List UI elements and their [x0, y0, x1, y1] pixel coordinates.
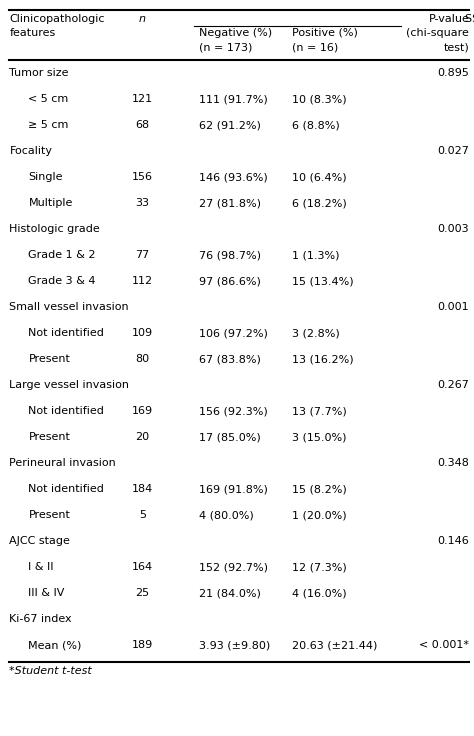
Text: 20: 20: [135, 432, 149, 442]
Text: 6 (18.2%): 6 (18.2%): [292, 198, 346, 208]
Text: Mean (%): Mean (%): [28, 640, 82, 650]
Text: 3 (2.8%): 3 (2.8%): [292, 328, 339, 339]
Text: 152 (92.7%): 152 (92.7%): [199, 562, 268, 572]
Text: Multiple: Multiple: [28, 198, 73, 208]
Text: Grade 1 & 2: Grade 1 & 2: [28, 250, 96, 261]
Text: I & II: I & II: [28, 562, 54, 572]
Text: 6 (8.8%): 6 (8.8%): [292, 120, 339, 130]
Text: Perineural invasion: Perineural invasion: [9, 459, 116, 468]
Text: III & IV: III & IV: [28, 588, 65, 598]
Text: 10 (8.3%): 10 (8.3%): [292, 94, 346, 105]
Text: 0.348: 0.348: [438, 459, 469, 468]
Text: Present: Present: [28, 432, 70, 442]
Text: 4 (16.0%): 4 (16.0%): [292, 588, 346, 598]
Text: 1 (1.3%): 1 (1.3%): [292, 250, 339, 261]
Text: 0.003: 0.003: [438, 224, 469, 234]
Text: AJCC stage: AJCC stage: [9, 537, 70, 546]
Text: 0.001: 0.001: [438, 302, 469, 312]
Text: 77: 77: [135, 250, 149, 261]
Text: Present: Present: [28, 354, 70, 364]
Text: 146 (93.6%): 146 (93.6%): [199, 172, 268, 183]
Text: < 0.001*: < 0.001*: [419, 640, 469, 650]
Text: Negative (%): Negative (%): [199, 27, 272, 38]
Text: Small vessel invasion: Small vessel invasion: [9, 302, 129, 312]
Text: Tumor size: Tumor size: [9, 68, 69, 78]
Text: 10 (6.4%): 10 (6.4%): [292, 172, 346, 183]
Text: 13 (16.2%): 13 (16.2%): [292, 354, 353, 364]
Text: 121: 121: [132, 94, 153, 105]
Text: 189: 189: [132, 640, 153, 650]
Text: 15 (13.4%): 15 (13.4%): [292, 276, 353, 286]
Text: *Student t-test: *Student t-test: [9, 665, 92, 676]
Text: 0.027: 0.027: [438, 146, 469, 156]
Text: Not identified: Not identified: [28, 406, 104, 416]
Text: ≥ 5 cm: ≥ 5 cm: [28, 120, 69, 130]
Text: Focality: Focality: [9, 146, 53, 156]
Text: 27 (81.8%): 27 (81.8%): [199, 198, 261, 208]
Text: 112: 112: [132, 276, 153, 286]
Text: Present: Present: [28, 510, 70, 520]
Text: 21 (84.0%): 21 (84.0%): [199, 588, 261, 598]
Text: 184: 184: [132, 484, 153, 494]
Text: 20.63 (±21.44): 20.63 (±21.44): [292, 640, 377, 650]
Text: 76 (98.7%): 76 (98.7%): [199, 250, 261, 261]
Text: 4 (80.0%): 4 (80.0%): [199, 510, 254, 520]
Text: 33: 33: [135, 198, 149, 208]
Text: 156: 156: [132, 172, 153, 183]
Text: Not identified: Not identified: [28, 484, 104, 494]
Text: Clinicopathologic: Clinicopathologic: [9, 14, 105, 24]
Text: 25: 25: [135, 588, 149, 598]
Text: n: n: [139, 14, 146, 24]
Text: 3.93 (±9.80): 3.93 (±9.80): [199, 640, 270, 650]
Text: 111 (91.7%): 111 (91.7%): [199, 94, 268, 105]
Text: Not identified: Not identified: [28, 328, 104, 339]
Text: 12 (7.3%): 12 (7.3%): [292, 562, 346, 572]
Text: 68: 68: [135, 120, 149, 130]
Text: 156 (92.3%): 156 (92.3%): [199, 406, 268, 416]
Text: 5: 5: [139, 510, 146, 520]
Text: Positive (%): Positive (%): [292, 27, 357, 38]
Text: (n = 16): (n = 16): [292, 42, 338, 52]
Text: SSBP2 expression: SSBP2 expression: [465, 14, 474, 24]
Text: 97 (86.6%): 97 (86.6%): [199, 276, 261, 286]
Text: 62 (91.2%): 62 (91.2%): [199, 120, 261, 130]
Text: (chi-square: (chi-square: [406, 27, 469, 38]
Text: 164: 164: [132, 562, 153, 572]
Text: 106 (97.2%): 106 (97.2%): [199, 328, 268, 339]
Text: Single: Single: [28, 172, 63, 183]
Text: test): test): [444, 42, 469, 52]
Text: Histologic grade: Histologic grade: [9, 224, 100, 234]
Text: 109: 109: [132, 328, 153, 339]
Text: 13 (7.7%): 13 (7.7%): [292, 406, 346, 416]
Text: Ki-67 index: Ki-67 index: [9, 615, 72, 624]
Text: (n = 173): (n = 173): [199, 42, 253, 52]
Text: 17 (85.0%): 17 (85.0%): [199, 432, 261, 442]
Text: < 5 cm: < 5 cm: [28, 94, 69, 105]
Text: 80: 80: [135, 354, 149, 364]
Text: features: features: [9, 27, 56, 38]
Text: 0.146: 0.146: [438, 537, 469, 546]
Text: Grade 3 & 4: Grade 3 & 4: [28, 276, 96, 286]
Text: 67 (83.8%): 67 (83.8%): [199, 354, 261, 364]
Text: 1 (20.0%): 1 (20.0%): [292, 510, 346, 520]
Text: 169: 169: [132, 406, 153, 416]
Text: 15 (8.2%): 15 (8.2%): [292, 484, 346, 494]
Text: 3 (15.0%): 3 (15.0%): [292, 432, 346, 442]
Text: Large vessel invasion: Large vessel invasion: [9, 381, 129, 390]
Text: P-value: P-value: [428, 14, 469, 24]
Text: 0.267: 0.267: [438, 381, 469, 390]
Text: 169 (91.8%): 169 (91.8%): [199, 484, 268, 494]
Text: 0.895: 0.895: [438, 68, 469, 78]
